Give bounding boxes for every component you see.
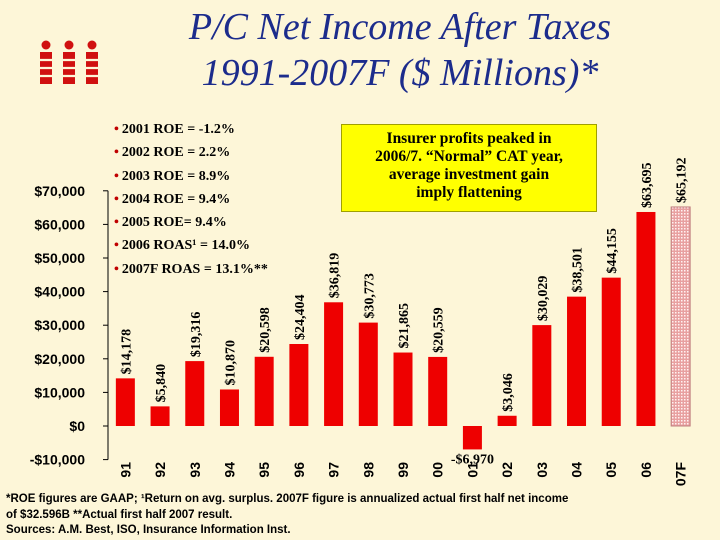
y-tick-label: $0 [69,418,85,434]
roe-note: 2007F ROAS = 13.1%** [114,258,268,281]
roe-note: 2004 ROE = 9.4% [114,188,268,211]
x-tick-label: 05 [603,462,619,478]
callout-line-1: Insurer profits peaked in [386,130,552,147]
y-tick-label: $40,000 [34,284,85,300]
bar-value-label: $30,773 [362,273,377,319]
bar [428,356,448,426]
y-tick-label: $70,000 [34,183,85,199]
x-tick-label: 07F [673,462,689,487]
roe-note: 2001 ROE = -1.2% [114,118,268,141]
bar [532,325,552,426]
bar [324,302,344,426]
bar [358,322,378,426]
y-tick-label: $30,000 [34,317,85,333]
roe-note: 2006 ROAS¹ = 14.0% [114,234,268,257]
bar [150,406,170,426]
x-tick-label: 06 [638,462,654,478]
callout-line-2: 2006/7. “Normal” CAT year, [375,148,563,165]
x-tick-label: 03 [534,462,550,478]
callout-line-4: imply flattening [416,184,522,201]
footnote-line-2: of $32.596B **Actual first half 2007 res… [6,508,233,521]
x-tick-label: 91 [117,462,133,478]
footnote-line-1: *ROE figures are GAAP; ¹Return on avg. s… [6,493,569,505]
bar-value-label: $65,192 [675,157,690,203]
bar [254,356,274,426]
bar-value-label: -$6,970 [451,452,494,467]
x-tick-label: 02 [499,462,515,478]
roe-note: 2005 ROE= 9.4% [114,211,268,234]
iii-logo [38,40,100,84]
x-tick-label: 96 [291,462,307,478]
footnote: *ROE figures are GAAP; ¹Return on avg. s… [6,492,718,539]
bar-value-label: $21,865 [397,303,412,349]
footnote-line-3: Sources: A.M. Best, ISO, Insurance Infor… [6,524,291,536]
bar-value-label: $19,316 [189,312,204,358]
x-tick-label: 97 [326,462,342,478]
y-tick-label: $50,000 [34,250,85,266]
bar-value-label: $14,178 [119,329,134,375]
bar [567,296,587,426]
callout-box: Insurer profits peaked in 2006/7. “Norma… [341,124,597,212]
bar [289,344,309,426]
x-tick-label: 93 [187,462,203,478]
x-tick-label: 98 [360,462,376,478]
bar-value-label: $5,840 [154,364,169,403]
bar-value-label: $3,046 [501,373,516,412]
bar [636,211,656,426]
x-tick-label: 99 [395,462,411,478]
bar [601,277,621,426]
roe-note: 2002 ROE = 2.2% [114,141,268,164]
roe-notes-list: 2001 ROE = -1.2%2002 ROE = 2.2%2003 ROE … [114,118,268,281]
bar [393,352,413,426]
bar-value-label: $36,819 [328,253,343,299]
title-line-2: 1991-2007F ($ Millions)* [201,52,599,94]
bar [462,426,482,450]
bar-value-label: $20,559 [432,307,447,353]
chart-title: P/C Net Income After Taxes 1991-2007F ($… [120,4,680,96]
bar [497,415,517,426]
bar [670,206,691,427]
x-tick-label: 04 [569,462,585,478]
roe-note: 2003 ROE = 8.9% [114,165,268,188]
bar [115,378,135,426]
x-tick-label: 94 [221,462,237,478]
y-tick-label: $60,000 [34,216,85,232]
y-tick-label: -$10,000 [30,452,85,468]
y-tick-label: $20,000 [34,351,85,367]
x-tick-label: 95 [256,462,272,478]
title-line-1: P/C Net Income After Taxes [188,6,612,48]
bar-value-label: $24,404 [293,295,308,341]
x-tick-label: 00 [430,462,446,478]
y-tick-label: $10,000 [34,384,85,400]
bar-value-label: $44,155 [605,228,620,274]
bar-value-label: $38,501 [571,247,586,293]
bar-value-label: $30,029 [536,276,551,322]
bar [185,361,205,426]
bar-value-label: $20,598 [258,307,273,353]
x-tick-label: 92 [152,462,168,478]
bar [219,389,239,426]
bar-value-label: $10,870 [223,340,238,386]
callout-line-3: average investment gain [388,166,550,183]
x-tick-label: 01 [464,462,480,478]
bar-value-label: $63,695 [640,162,655,208]
